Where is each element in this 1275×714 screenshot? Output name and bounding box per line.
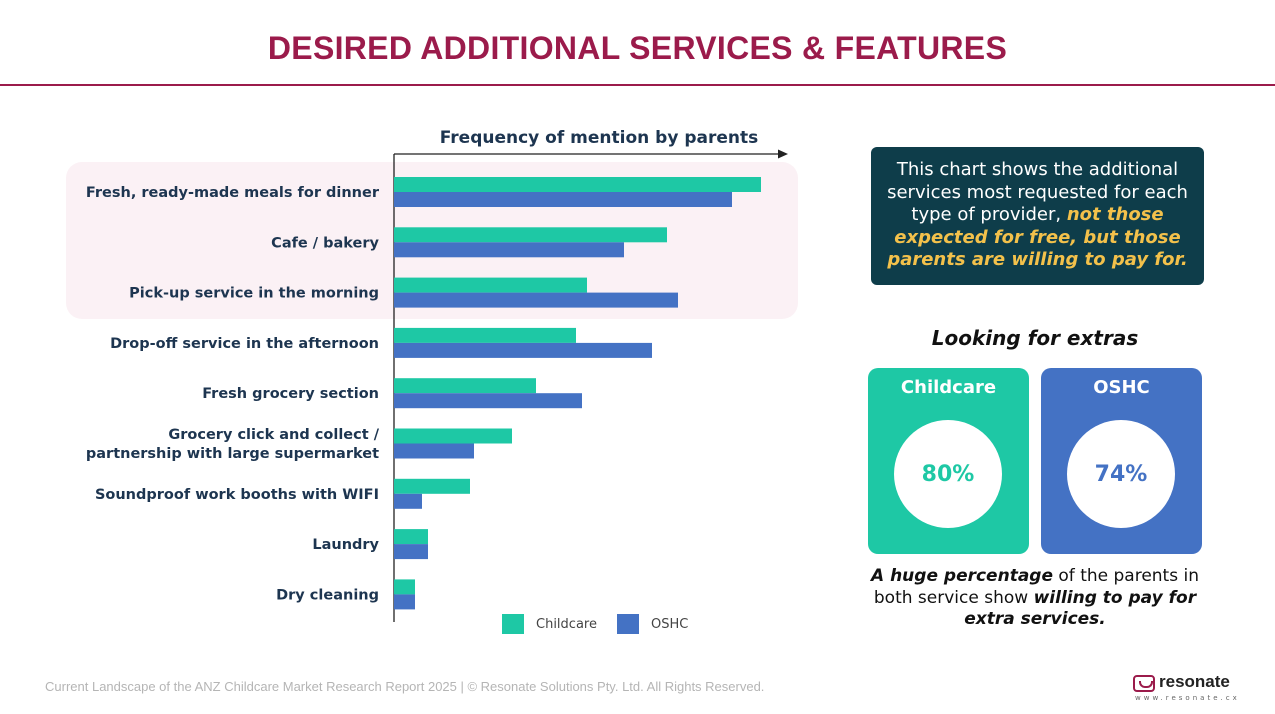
category-label-7: Laundry — [312, 537, 379, 553]
legend-oshc-swatch — [617, 614, 639, 634]
childcare-percentage: 80% — [921, 461, 975, 487]
bar-childcare-1 — [394, 227, 667, 243]
childcare-card-label: Childcare — [900, 377, 997, 398]
category-label-6: Soundproof work booths with WIFI — [95, 487, 379, 503]
bar-childcare-8 — [394, 579, 415, 595]
bar-oshc-6 — [394, 493, 422, 509]
childcare-percentage-circle: 80% — [894, 420, 1002, 528]
extras-summary: A huge percentage of the parents in both… — [864, 566, 1206, 631]
chart-title: Frequency of mention by parents — [440, 128, 758, 148]
legend-childcare-label: Childcare — [536, 616, 597, 632]
bar-childcare-5 — [394, 428, 512, 444]
legend-childcare: Childcare — [502, 614, 597, 634]
bar-childcare-2 — [394, 277, 587, 293]
bar-oshc-2 — [394, 292, 678, 308]
bar-oshc-0 — [394, 192, 732, 207]
category-label-1: Cafe / bakery — [271, 235, 379, 251]
bar-childcare-0 — [394, 177, 761, 192]
legend-childcare-swatch — [502, 614, 524, 634]
x-axis-arrow — [778, 149, 788, 159]
childcare-extras-card: Childcare 80% — [868, 368, 1029, 554]
category-label-5-line-0: Grocery click and collect / — [168, 427, 379, 443]
bar-oshc-5 — [394, 443, 474, 459]
oshc-extras-card: OSHC 74% — [1041, 368, 1202, 554]
chart-explanation-box: This chart shows the additional services… — [871, 147, 1204, 285]
legend-oshc: OSHC — [617, 614, 688, 634]
bar-oshc-1 — [394, 242, 624, 258]
footer-copyright: Current Landscape of the ANZ Childcare M… — [45, 679, 765, 694]
summary-emphasis-2: willing to pay for extra services. — [964, 587, 1197, 630]
note-plain-text: This chart shows the additional services… — [887, 159, 1188, 225]
bar-oshc-4 — [394, 393, 582, 409]
category-label-5-line-1: partnership with large supermarket — [86, 446, 379, 462]
extras-title: Looking for extras — [931, 326, 1139, 350]
bar-childcare-4 — [394, 378, 536, 394]
bar-childcare-3 — [394, 327, 576, 343]
bar-childcare-6 — [394, 478, 470, 494]
category-label-3: Drop-off service in the afternoon — [110, 336, 379, 352]
oshc-card-label: OSHC — [1093, 377, 1150, 398]
resonate-logo-icon — [1133, 675, 1155, 692]
page-title: DESIRED ADDITIONAL SERVICES & FEATURES — [267, 30, 1008, 66]
bar-oshc-3 — [394, 342, 652, 358]
bar-oshc-8 — [394, 594, 415, 610]
oshc-percentage: 74% — [1094, 461, 1148, 487]
bar-childcare-7 — [394, 529, 428, 545]
summary-text: of the parents in both service show — [873, 566, 1199, 608]
logo-url: www.resonate.cx — [1135, 694, 1240, 702]
bar-oshc-7 — [394, 544, 428, 560]
category-label-2: Pick-up service in the morning — [129, 286, 379, 302]
logo-name: resonate — [1159, 672, 1230, 691]
title-divider — [0, 84, 1275, 86]
resonate-logo: resonate www.resonate.cx — [1133, 672, 1243, 703]
services-bar-chart: Frequency of mention by parents Fresh, re… — [86, 128, 788, 622]
legend-oshc-label: OSHC — [651, 616, 689, 632]
category-label-0: Fresh, ready-made meals for dinner — [86, 185, 380, 201]
oshc-percentage-circle: 74% — [1067, 420, 1175, 528]
category-label-4: Fresh grocery section — [202, 386, 379, 402]
summary-emphasis-1: A huge percentage — [871, 566, 1053, 586]
note-emphasis-text: not those expected for free, but those p… — [887, 204, 1188, 270]
category-label-8: Dry cleaning — [276, 587, 379, 603]
